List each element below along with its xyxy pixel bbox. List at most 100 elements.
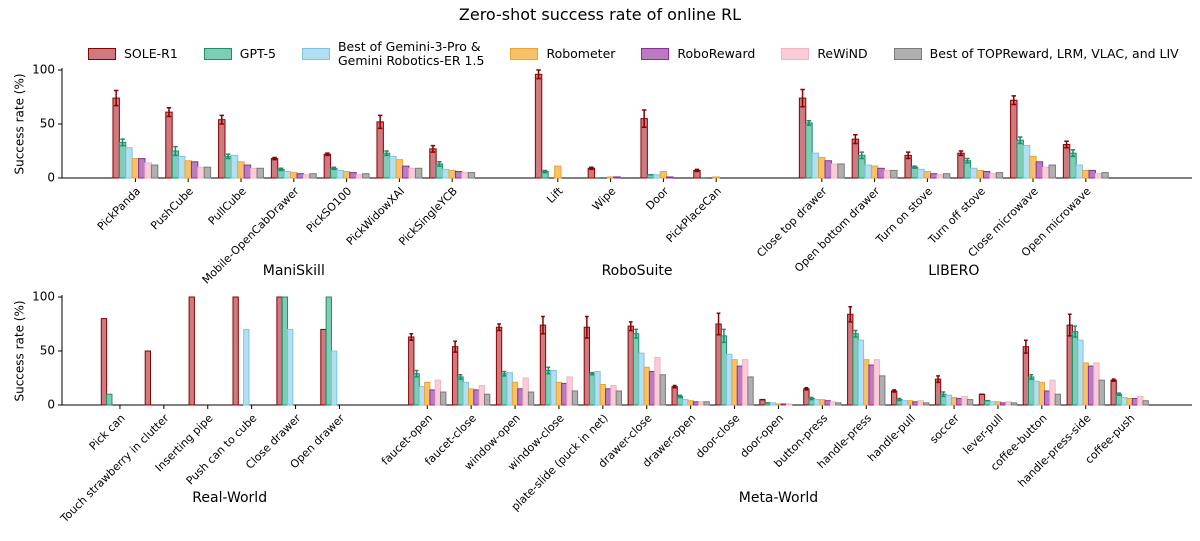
legend-label: Robometer	[546, 46, 616, 61]
error-bar	[331, 166, 337, 171]
bar	[402, 165, 410, 179]
y-axis-label: Success rate (%)	[13, 73, 27, 174]
y-tick-label: 0	[47, 398, 55, 412]
bar	[448, 169, 456, 179]
bar	[957, 152, 965, 179]
bar	[857, 339, 865, 406]
bar	[923, 171, 932, 179]
bar	[811, 152, 820, 179]
bar	[243, 328, 250, 406]
bar	[830, 163, 839, 179]
bar	[539, 324, 547, 406]
bar	[287, 328, 294, 406]
bar	[362, 173, 370, 179]
bar	[118, 141, 127, 179]
bar	[408, 336, 415, 406]
bar	[1062, 144, 1071, 179]
bar	[1038, 381, 1046, 406]
error-bar	[325, 152, 330, 157]
bar	[1131, 398, 1139, 406]
bar	[852, 333, 859, 406]
bar	[243, 164, 252, 179]
bar	[864, 164, 872, 179]
group-label: Meta-World	[739, 490, 818, 506]
bar	[851, 138, 860, 179]
legend-label: GPT-5	[239, 46, 276, 61]
error-bar	[634, 328, 638, 339]
bar	[1121, 396, 1128, 406]
error-bar	[672, 384, 677, 389]
bar	[1075, 164, 1084, 179]
bar	[1029, 155, 1037, 179]
bar	[803, 388, 810, 406]
bar	[994, 401, 1002, 406]
bar	[1101, 172, 1109, 179]
legend-label: ReWiND	[817, 46, 868, 61]
error-bar	[542, 169, 548, 174]
bar	[659, 374, 666, 406]
error-bar	[1023, 339, 1028, 354]
bar	[1077, 339, 1084, 406]
bar	[606, 176, 615, 179]
bar	[847, 313, 854, 406]
bar	[1022, 145, 1031, 179]
legend-item: SOLE-R1	[88, 47, 178, 61]
bar	[692, 401, 700, 406]
error-bar	[628, 321, 633, 332]
bar	[837, 163, 845, 179]
bar	[1137, 395, 1144, 406]
legend-item: Best of Gemini-3-Pro & Gemini Robotics-E…	[301, 39, 485, 68]
bar	[805, 122, 813, 179]
bar	[824, 160, 832, 179]
error-bar	[377, 114, 383, 130]
legend-label: Best of Gemini-3-Pro & Gemini Robotics-E…	[337, 39, 485, 68]
bar	[883, 169, 892, 179]
bar	[232, 296, 239, 406]
bar	[912, 401, 919, 406]
bar	[917, 168, 925, 179]
x-tick-label: handle-press-side	[1015, 411, 1093, 489]
bar	[376, 121, 384, 179]
bar	[632, 333, 640, 406]
bar	[1142, 400, 1149, 406]
bar	[250, 167, 258, 179]
error-bar	[414, 369, 419, 378]
error-bar	[1029, 374, 1034, 380]
bar	[583, 326, 591, 406]
error-bar	[409, 332, 414, 341]
bar	[561, 382, 568, 406]
bar	[936, 174, 944, 179]
bar	[1082, 362, 1089, 406]
bar	[309, 173, 317, 179]
error-bar	[853, 134, 858, 145]
error-bar	[430, 144, 436, 153]
bar	[613, 176, 621, 179]
bar	[917, 400, 924, 406]
error-bar	[694, 168, 700, 173]
bar	[224, 155, 232, 179]
bar	[320, 328, 327, 406]
bar	[454, 171, 463, 179]
bar	[594, 371, 601, 406]
bar	[188, 296, 195, 406]
x-tick-label: soccer	[927, 411, 962, 446]
bar	[775, 403, 782, 406]
legend-swatch	[781, 48, 810, 60]
bar	[989, 401, 996, 406]
error-bar	[800, 88, 805, 108]
error-bar	[113, 89, 119, 107]
error-bar	[219, 114, 225, 125]
bar	[429, 389, 436, 406]
bar	[501, 373, 508, 406]
bar	[1028, 376, 1035, 406]
bar	[666, 176, 674, 179]
bar	[545, 369, 552, 406]
legend-swatch	[893, 48, 922, 60]
bar	[442, 168, 450, 179]
x-tick-label: Open bottom drawer	[792, 184, 883, 275]
bar	[961, 395, 968, 406]
bar	[296, 173, 304, 179]
legend-item: Best of TOPReward, LRM, VLAC, and LIV	[893, 47, 1179, 61]
bar	[478, 385, 485, 406]
